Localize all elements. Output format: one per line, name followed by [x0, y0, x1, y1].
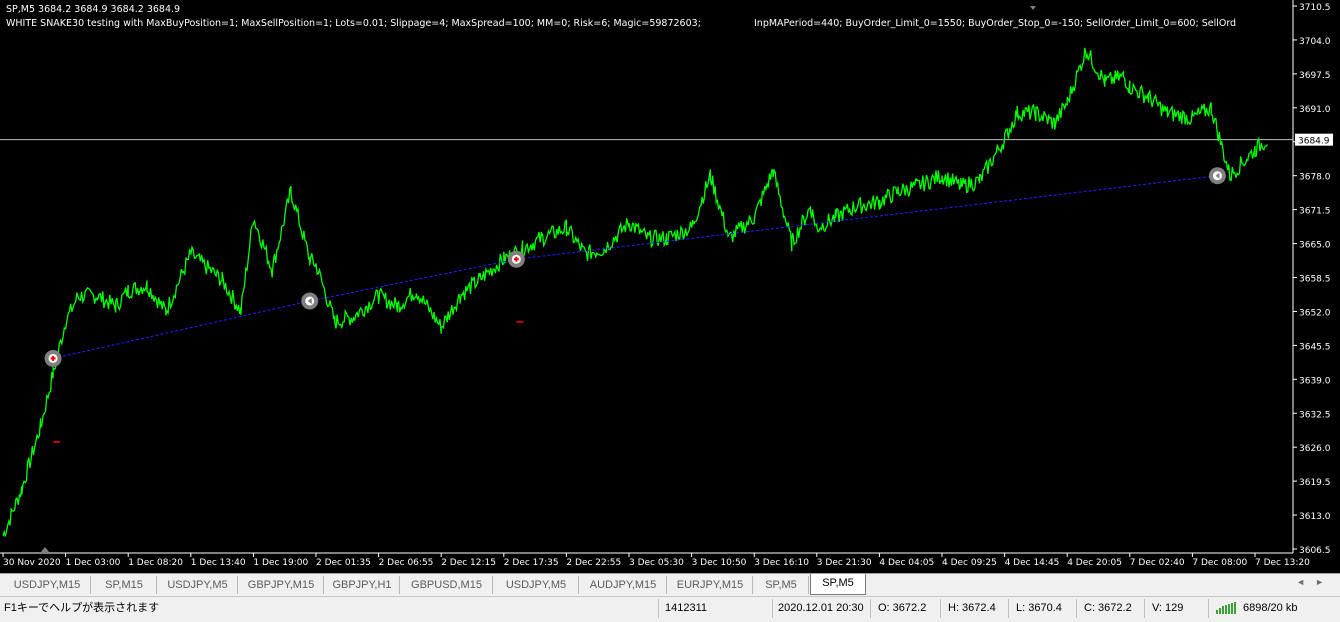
x-tick-label: 3 Dec 10:50: [692, 558, 747, 568]
chart-tab[interactable]: SP,M15: [92, 576, 157, 594]
status-datetime: 2020.12.01 20:30: [778, 602, 864, 614]
x-tick-label: 1 Dec 19:00: [253, 558, 308, 568]
y-tick-label: 3639.0: [1299, 376, 1331, 386]
chart-tab[interactable]: USDJPY,M5: [494, 576, 579, 594]
status-traffic: 6898/20 kb: [1243, 602, 1298, 614]
x-tick-label: 1 Dec 13:40: [191, 558, 246, 568]
y-tick-label: 3671.5: [1299, 207, 1331, 217]
status-bar: F1キーでヘルプが表示されます 1412311 2020.12.01 20:30…: [0, 596, 1340, 622]
x-tick-label: 3 Dec 05:30: [629, 558, 684, 568]
status-close: C: 3672.2: [1084, 602, 1132, 614]
close-arrow: [1215, 172, 1220, 179]
x-tick-label: 7 Dec 13:20: [1255, 558, 1310, 568]
chart-header: SP,M5 3684.2 3684.9 3684.2 3684.9: [6, 4, 181, 15]
y-tick-label: 3697.5: [1299, 71, 1331, 81]
status-open: O: 3672.2: [878, 602, 927, 614]
x-tick-label: 7 Dec 02:40: [1130, 558, 1185, 568]
x-tick-label: 4 Dec 09:25: [942, 558, 997, 568]
y-tick-label: 3652.0: [1299, 308, 1331, 318]
y-tick-label: 3632.5: [1299, 410, 1331, 420]
x-tick-label: 3 Dec 21:30: [817, 558, 872, 568]
chart-tab[interactable]: AUDJPY,M15: [580, 576, 667, 594]
x-tick-label: 2 Dec 06:55: [379, 558, 434, 568]
x-tick-label: 7 Dec 08:00: [1192, 558, 1247, 568]
status-bars: 1412311: [665, 602, 708, 614]
chart-tab[interactable]: EURJPY,M15: [668, 576, 753, 594]
y-tick-label: 3645.5: [1299, 342, 1331, 352]
entry-cross-v: [52, 355, 55, 361]
y-tick-label: 3626.0: [1299, 444, 1331, 454]
chart-tab[interactable]: SP,M5: [754, 576, 809, 594]
chart-tab[interactable]: GBPJPY,H1: [325, 576, 400, 594]
start-marker: [41, 547, 49, 552]
chart-window[interactable]: 3710.5 3704.0 3697.5 3691.0 3684.9 3678.0 3671…: [0, 0, 1340, 573]
x-tick-label: 4 Dec 20:05: [1067, 558, 1122, 568]
ea-params-right: InpMAPeriod=440; BuyOrder_Limit_0=1550; …: [754, 18, 1237, 29]
x-tick-label: 2 Dec 01:35: [316, 558, 371, 568]
status-high: H: 3672.4: [948, 602, 996, 614]
current-price-box: [1295, 133, 1333, 146]
tab-scroll-arrows[interactable]: ◄►: [1296, 577, 1334, 587]
close-arrow: [307, 297, 312, 304]
x-tick-label: 1 Dec 08:20: [128, 558, 183, 568]
y-tick-label: 3658.5: [1299, 275, 1331, 285]
current-price-label: 3684.9: [1298, 137, 1330, 147]
entry-cross-v: [515, 256, 518, 262]
trade-link-line: [52, 175, 1218, 359]
chart-tab-bar: USDJPY,M15 SP,M15 USDJPY,M5 GBPJPY,M15 GBPJP…: [0, 573, 1340, 596]
y-tick-label: 3710.5: [1299, 3, 1331, 13]
price-chart[interactable]: 3710.5 3704.0 3697.5 3691.0 3684.9 3678.0 3671…: [0, 0, 1340, 573]
x-tick-label: 30 Nov 2020: [3, 558, 61, 568]
x-tick-label: 4 Dec 04:05: [879, 558, 934, 568]
x-tick-label: 4 Dec 14:45: [1005, 558, 1060, 568]
chart-tab[interactable]: GBPJPY,M15: [239, 576, 324, 594]
x-tick-label: 2 Dec 22:55: [566, 558, 621, 568]
x-tick-label: 3 Dec 16:10: [754, 558, 809, 568]
traffic-icon: [1216, 602, 1238, 614]
x-tick-label: 1 Dec 03:00: [66, 558, 121, 568]
y-tick-label: 3619.5: [1299, 478, 1331, 488]
shift-marker: [1030, 6, 1036, 10]
y-tick-label: 3665.0: [1299, 241, 1331, 251]
ea-params-left: WHITE SNAKE30 testing with MaxBuyPositio…: [6, 18, 701, 29]
price-series-line: [2, 47, 1269, 537]
chart-tab[interactable]: USDJPY,M5: [158, 576, 238, 594]
y-tick-label: 3606.5: [1299, 546, 1331, 556]
x-tick-label: 2 Dec 12:15: [441, 558, 496, 568]
x-tick-label: 2 Dec 17:35: [504, 558, 559, 568]
chart-tab[interactable]: SP,M5: [810, 574, 866, 595]
y-tick-label: 3704.0: [1299, 37, 1331, 47]
status-volume: V: 129: [1152, 602, 1184, 614]
chart-tab[interactable]: USDJPY,M15: [4, 576, 91, 594]
status-low: L: 3670.4: [1016, 602, 1062, 614]
chart-tab[interactable]: GBPUSD,M15: [401, 576, 493, 594]
status-help: F1キーでヘルプが表示されます: [4, 602, 160, 614]
y-tick-label: 3613.0: [1299, 512, 1331, 522]
y-tick-label: 3678.0: [1299, 173, 1331, 183]
y-tick-label: 3691.0: [1299, 105, 1331, 115]
